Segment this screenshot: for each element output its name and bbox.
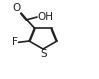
Text: F: F: [12, 37, 18, 47]
Text: S: S: [40, 49, 47, 59]
Text: OH: OH: [37, 12, 53, 22]
Text: O: O: [13, 3, 21, 13]
